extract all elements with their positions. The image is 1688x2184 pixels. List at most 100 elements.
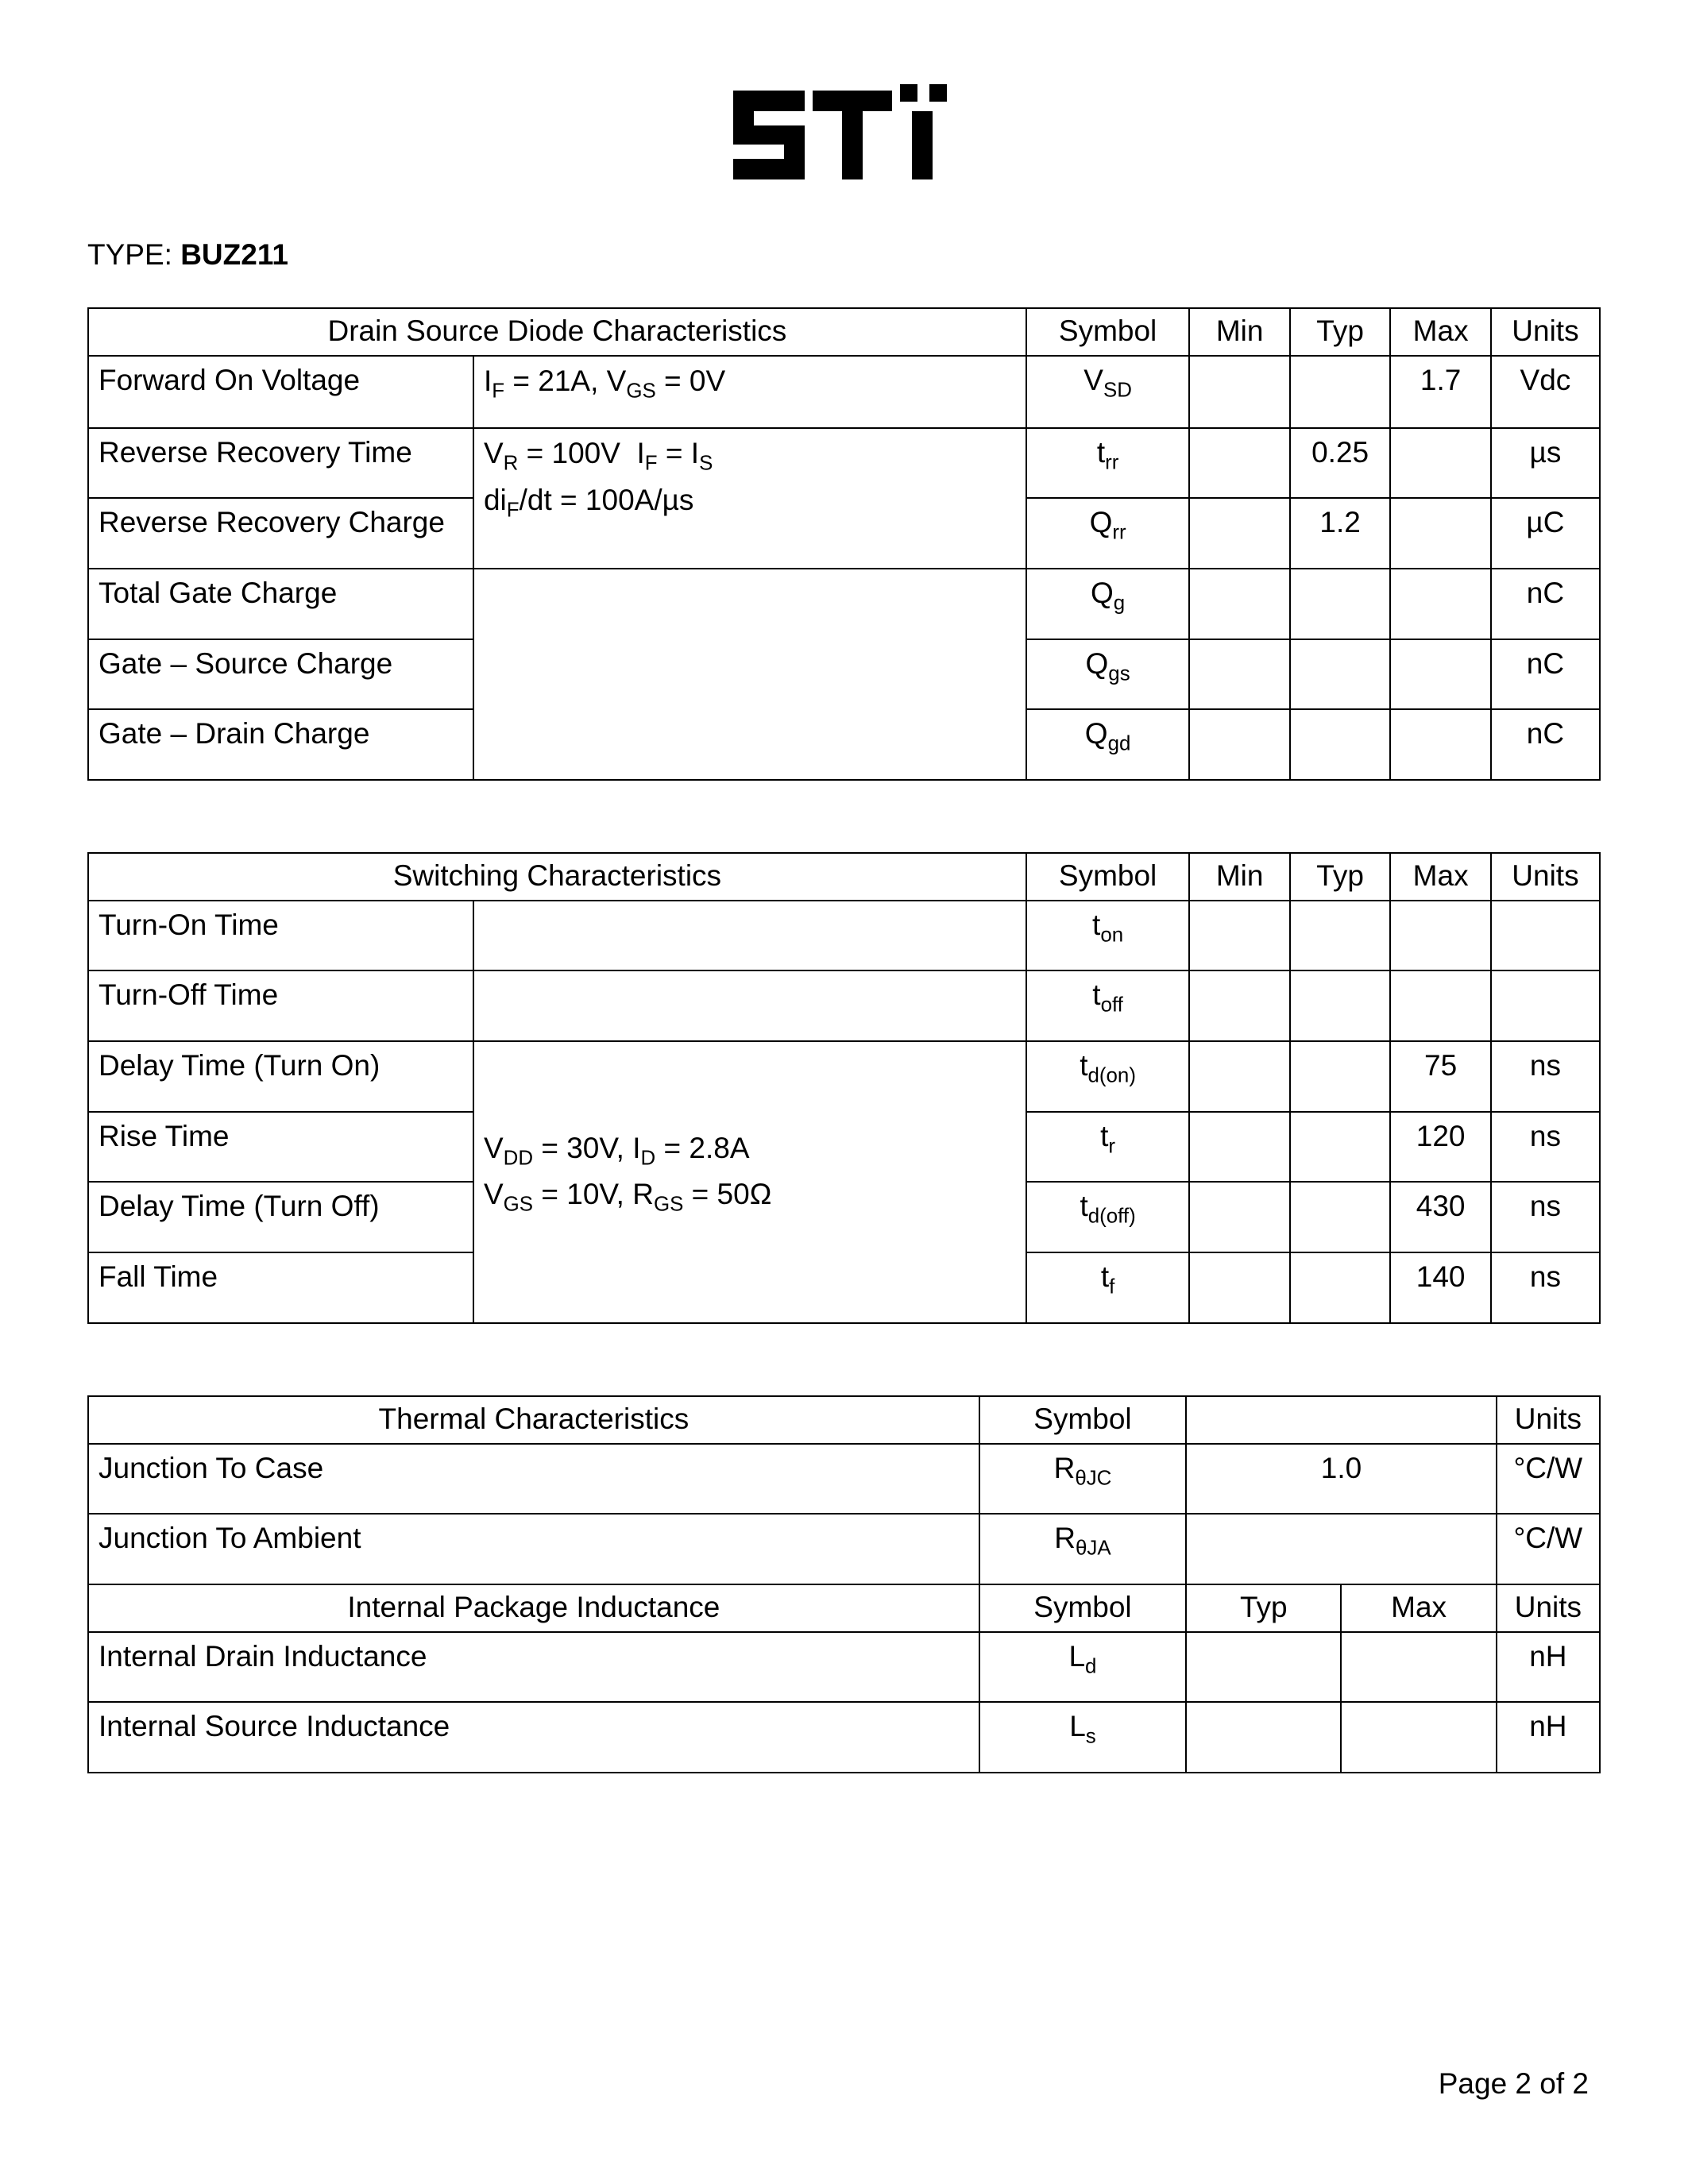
col-units: Units	[1491, 308, 1600, 356]
symbol-cell: ton	[1026, 901, 1190, 971]
symbol-cell: td(on)	[1026, 1041, 1190, 1112]
max-cell	[1390, 428, 1491, 499]
max-cell	[1390, 970, 1491, 1041]
typ-cell: 0.25	[1290, 428, 1391, 499]
units-cell: ns	[1491, 1041, 1600, 1112]
typ-cell	[1290, 970, 1391, 1041]
param-cell: Delay Time (Turn Off)	[88, 1182, 473, 1252]
units-cell	[1491, 970, 1600, 1041]
param-cell: Junction To Ambient	[88, 1514, 979, 1584]
table-title: Internal Package Inductance	[88, 1584, 979, 1632]
typ-cell: 1.2	[1290, 498, 1391, 569]
table-title: Thermal Characteristics	[88, 1396, 979, 1444]
min-cell	[1189, 1041, 1290, 1112]
typ-cell	[1186, 1632, 1341, 1703]
typ-cell	[1290, 1041, 1391, 1112]
condition-cell-empty	[473, 901, 1026, 971]
col-symbol: Symbol	[979, 1584, 1186, 1632]
typ-cell	[1290, 709, 1391, 780]
max-cell	[1341, 1702, 1496, 1773]
typ-cell	[1290, 569, 1391, 639]
table-row: Internal Source Inductance Ls nH	[88, 1702, 1600, 1773]
col-units: Units	[1497, 1396, 1600, 1444]
table-header-row: Internal Package Inductance Symbol Typ M…	[88, 1584, 1600, 1632]
units-cell: ns	[1491, 1182, 1600, 1252]
table-header-row: Drain Source Diode Characteristics Symbo…	[88, 308, 1600, 356]
max-cell: 75	[1390, 1041, 1491, 1112]
sti-logo-icon	[729, 79, 960, 195]
col-symbol: Symbol	[979, 1396, 1186, 1444]
param-cell: Gate – Source Charge	[88, 639, 473, 710]
units-cell: nC	[1491, 639, 1600, 710]
table-row: Reverse Recovery Time VR = 100V IF = ISd…	[88, 428, 1600, 499]
col-typ: Typ	[1186, 1584, 1341, 1632]
units-cell: µC	[1491, 498, 1600, 569]
param-cell: Total Gate Charge	[88, 569, 473, 639]
symbol-cell: Qgd	[1026, 709, 1190, 780]
max-cell	[1390, 498, 1491, 569]
table-row: Turn-Off Time toff	[88, 970, 1600, 1041]
min-cell	[1189, 1112, 1290, 1183]
table-row: Junction To Case RθJC 1.0 °C/W	[88, 1444, 1600, 1515]
units-cell: nC	[1491, 709, 1600, 780]
symbol-cell: Qg	[1026, 569, 1190, 639]
typ-cell	[1290, 901, 1391, 971]
col-symbol: Symbol	[1026, 308, 1190, 356]
typ-cell	[1290, 1112, 1391, 1183]
min-cell	[1189, 356, 1290, 428]
min-cell	[1189, 1252, 1290, 1323]
datasheet-page: TYPE: BUZ211 Drain Source Diode Characte…	[0, 0, 1688, 2184]
max-cell: 430	[1390, 1182, 1491, 1252]
min-cell	[1189, 569, 1290, 639]
typ-cell	[1290, 1252, 1391, 1323]
units-cell: ns	[1491, 1112, 1600, 1183]
table-title: Switching Characteristics	[88, 853, 1026, 901]
condition-cell-empty	[473, 970, 1026, 1041]
max-cell: 120	[1390, 1112, 1491, 1183]
param-cell: Reverse Recovery Charge	[88, 498, 473, 569]
condition-cell-merged-empty	[473, 569, 1026, 780]
max-cell	[1390, 901, 1491, 971]
min-cell	[1189, 1182, 1290, 1252]
col-units: Units	[1497, 1584, 1600, 1632]
param-cell: Forward On Voltage	[88, 356, 473, 428]
max-cell	[1341, 1632, 1496, 1703]
units-cell: µs	[1491, 428, 1600, 499]
min-cell	[1189, 970, 1290, 1041]
param-cell: Turn-On Time	[88, 901, 473, 971]
symbol-cell: td(off)	[1026, 1182, 1190, 1252]
col-max: Max	[1390, 853, 1491, 901]
value-cell	[1186, 1514, 1497, 1584]
param-cell: Internal Drain Inductance	[88, 1632, 979, 1703]
page-number: Page 2 of 2	[1439, 2067, 1589, 2101]
symbol-cell: tr	[1026, 1112, 1190, 1183]
table-row: Forward On Voltage IF = 21A, VGS = 0V VS…	[88, 356, 1600, 428]
param-cell: Gate – Drain Charge	[88, 709, 473, 780]
table-row: Turn-On Time ton	[88, 901, 1600, 971]
col-typ: Typ	[1290, 308, 1391, 356]
table-header-row: Thermal Characteristics Symbol Units	[88, 1396, 1600, 1444]
type-line: TYPE: BUZ211	[87, 238, 1601, 272]
param-cell: Reverse Recovery Time	[88, 428, 473, 499]
symbol-cell: Ls	[979, 1702, 1186, 1773]
param-cell: Delay Time (Turn On)	[88, 1041, 473, 1112]
units-cell: ns	[1491, 1252, 1600, 1323]
col-symbol: Symbol	[1026, 853, 1190, 901]
param-cell: Junction To Case	[88, 1444, 979, 1515]
symbol-cell: tf	[1026, 1252, 1190, 1323]
param-cell: Internal Source Inductance	[88, 1702, 979, 1773]
units-cell: nC	[1491, 569, 1600, 639]
units-cell: nH	[1497, 1702, 1600, 1773]
param-cell: Turn-Off Time	[88, 970, 473, 1041]
units-cell: °C/W	[1497, 1444, 1600, 1515]
typ-cell	[1186, 1702, 1341, 1773]
table-row: Internal Drain Inductance Ld nH	[88, 1632, 1600, 1703]
symbol-cell: Qgs	[1026, 639, 1190, 710]
symbol-cell: RθJA	[979, 1514, 1186, 1584]
units-cell: nH	[1497, 1632, 1600, 1703]
min-cell	[1189, 498, 1290, 569]
diode-characteristics-table: Drain Source Diode Characteristics Symbo…	[87, 307, 1601, 781]
symbol-cell: VSD	[1026, 356, 1190, 428]
symbol-cell: Ld	[979, 1632, 1186, 1703]
col-max: Max	[1390, 308, 1491, 356]
